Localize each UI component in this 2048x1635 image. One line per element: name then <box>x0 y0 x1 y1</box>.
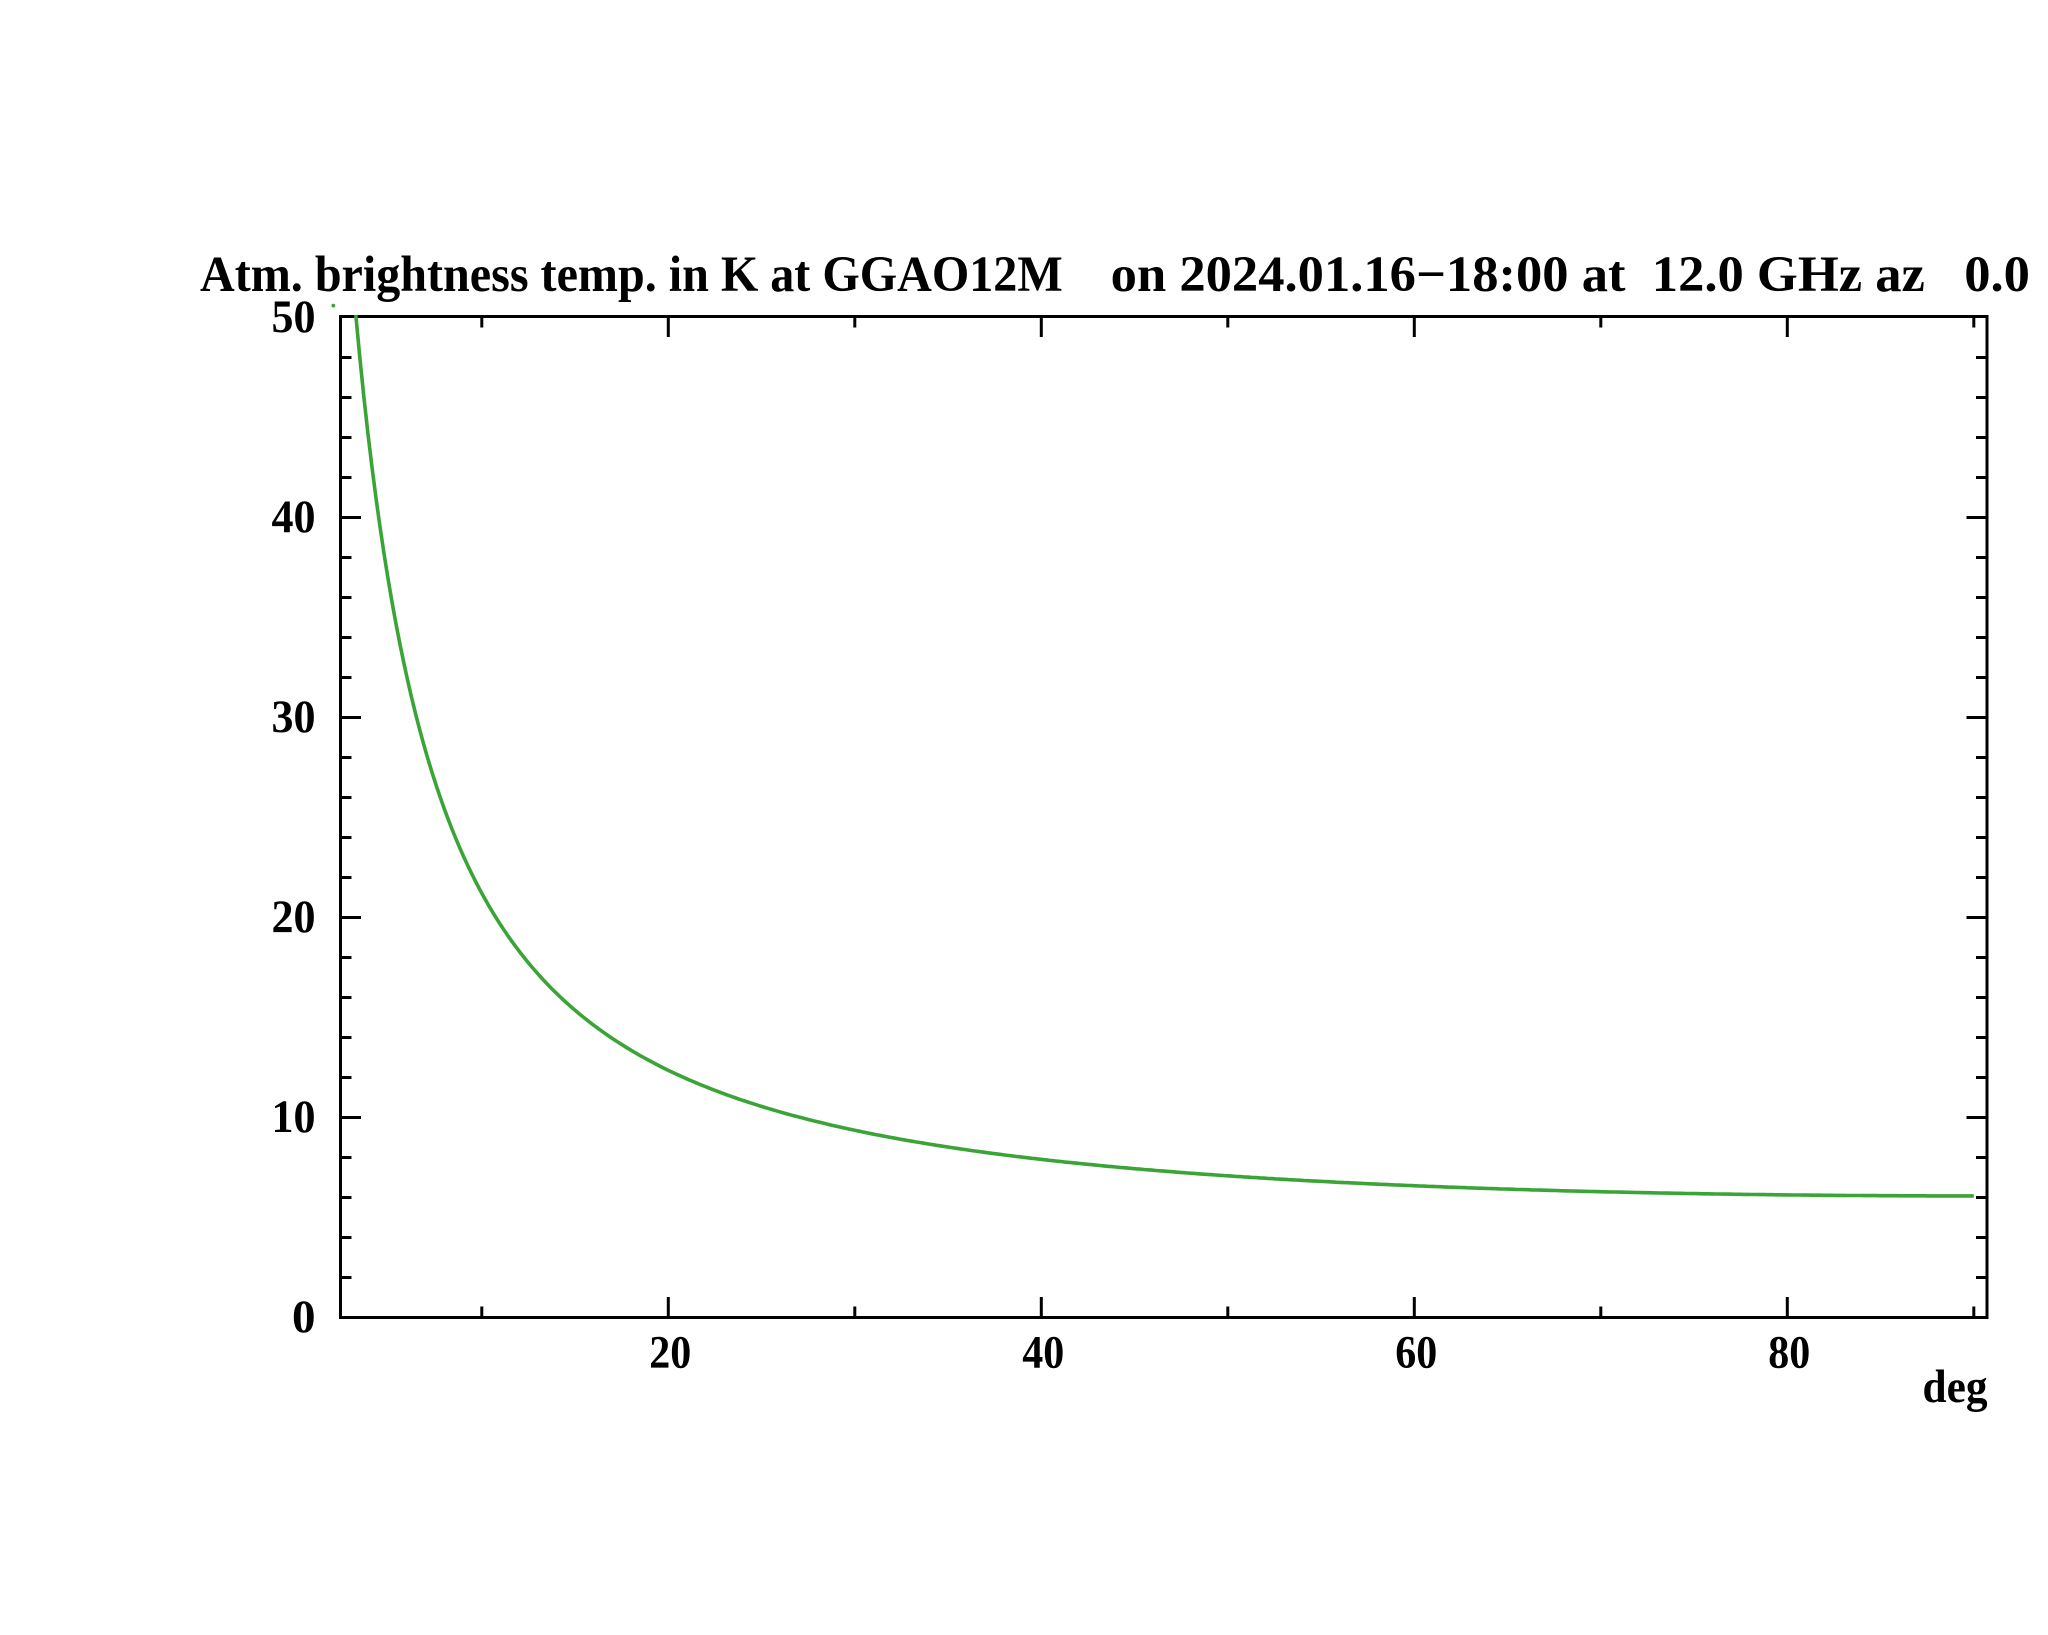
svg-text:on 2024.01.16−18:00 at 12.0 G: on 2024.01.16−18:00 at 12.0 GHz az 0.0 <box>1111 247 2030 303</box>
svg-text:40: 40 <box>1022 1327 1064 1379</box>
svg-text:deg: deg <box>1923 1361 1988 1413</box>
svg-text:60: 60 <box>1395 1327 1437 1379</box>
svg-text:80: 80 <box>1768 1327 1810 1379</box>
svg-text:50: 50 <box>272 291 316 343</box>
svg-text:20: 20 <box>272 891 316 943</box>
svg-text:0: 0 <box>292 1291 316 1343</box>
svg-text:10: 10 <box>272 1091 316 1143</box>
svg-text:Atm. brightness temp. in K at: Atm. brightness temp. in K at GGAO12M <box>200 247 1063 303</box>
svg-text:40: 40 <box>272 491 316 543</box>
svg-text:30: 30 <box>272 691 316 743</box>
svg-text:20: 20 <box>649 1327 691 1379</box>
